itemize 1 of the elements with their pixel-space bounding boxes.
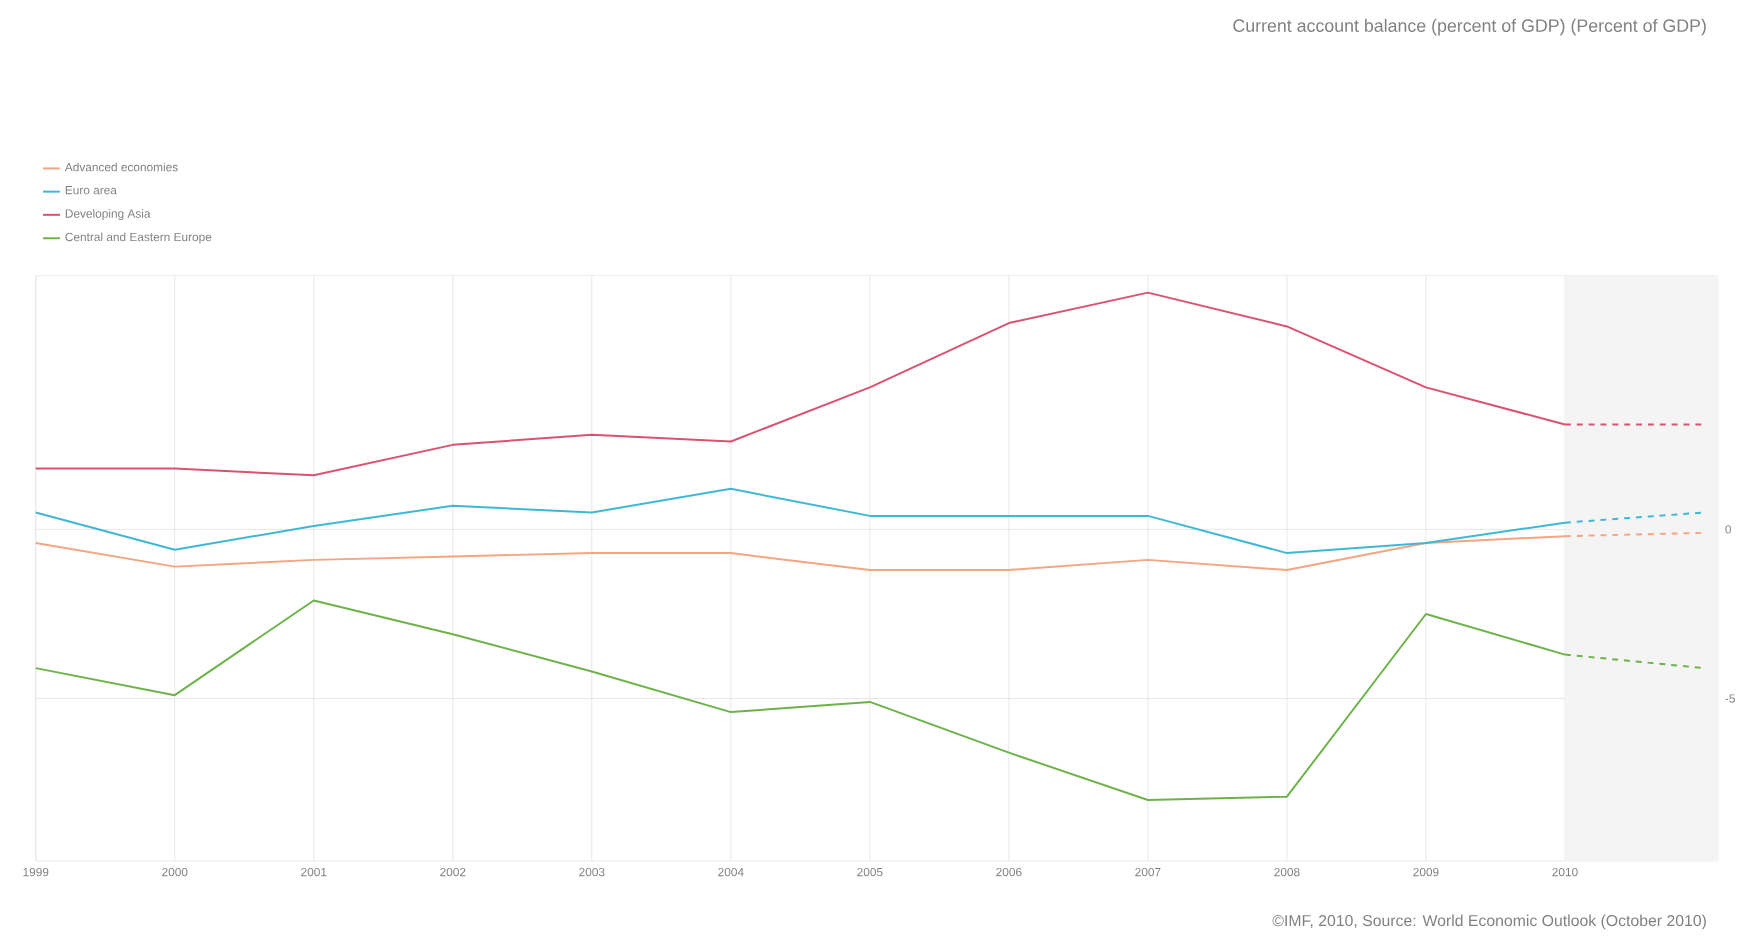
chart-title: Current account balance (percent of GDP) (Percent of GDP) (1233, 18, 1706, 36)
